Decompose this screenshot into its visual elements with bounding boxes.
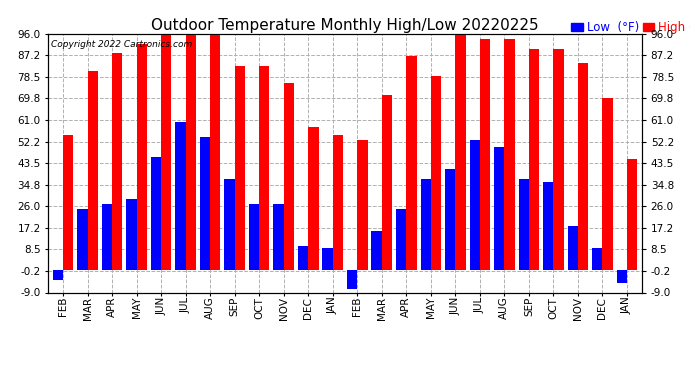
- Bar: [504, 39, 515, 270]
- Bar: [382, 95, 392, 270]
- Bar: [357, 140, 368, 270]
- Bar: [333, 135, 343, 270]
- Bar: [347, 270, 357, 289]
- Bar: [445, 169, 455, 270]
- Bar: [175, 123, 186, 270]
- Bar: [210, 34, 220, 270]
- Bar: [627, 159, 638, 270]
- Bar: [553, 48, 564, 270]
- Bar: [273, 204, 284, 270]
- Bar: [494, 147, 504, 270]
- Bar: [224, 179, 235, 270]
- Bar: [126, 199, 137, 270]
- Legend: Low  (°F), High (°F): Low (°F), High (°F): [569, 19, 690, 37]
- Bar: [519, 179, 529, 270]
- Bar: [77, 209, 88, 270]
- Bar: [543, 182, 553, 270]
- Bar: [151, 157, 161, 270]
- Bar: [602, 98, 613, 270]
- Bar: [200, 137, 210, 270]
- Bar: [63, 135, 73, 270]
- Bar: [259, 66, 270, 270]
- Bar: [396, 209, 406, 270]
- Text: Copyright 2022 Cartronics.com: Copyright 2022 Cartronics.com: [51, 40, 193, 49]
- Bar: [578, 63, 589, 270]
- Bar: [568, 226, 578, 270]
- Bar: [298, 246, 308, 270]
- Bar: [186, 34, 196, 270]
- Bar: [308, 128, 319, 270]
- Bar: [112, 54, 122, 270]
- Bar: [371, 231, 382, 270]
- Bar: [284, 83, 294, 270]
- Bar: [420, 179, 431, 270]
- Bar: [431, 76, 441, 270]
- Bar: [88, 71, 98, 270]
- Bar: [137, 44, 147, 270]
- Bar: [52, 270, 63, 280]
- Bar: [161, 34, 171, 270]
- Bar: [592, 248, 602, 270]
- Bar: [470, 140, 480, 270]
- Bar: [101, 204, 112, 270]
- Bar: [617, 270, 627, 283]
- Bar: [455, 34, 466, 270]
- Bar: [480, 39, 490, 270]
- Title: Outdoor Temperature Monthly High/Low 20220225: Outdoor Temperature Monthly High/Low 202…: [151, 18, 539, 33]
- Bar: [322, 248, 333, 270]
- Bar: [249, 204, 259, 270]
- Bar: [529, 48, 539, 270]
- Bar: [235, 66, 245, 270]
- Bar: [406, 56, 417, 270]
